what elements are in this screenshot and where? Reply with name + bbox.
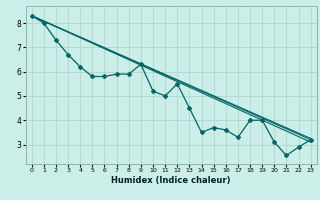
X-axis label: Humidex (Indice chaleur): Humidex (Indice chaleur) xyxy=(111,176,231,185)
